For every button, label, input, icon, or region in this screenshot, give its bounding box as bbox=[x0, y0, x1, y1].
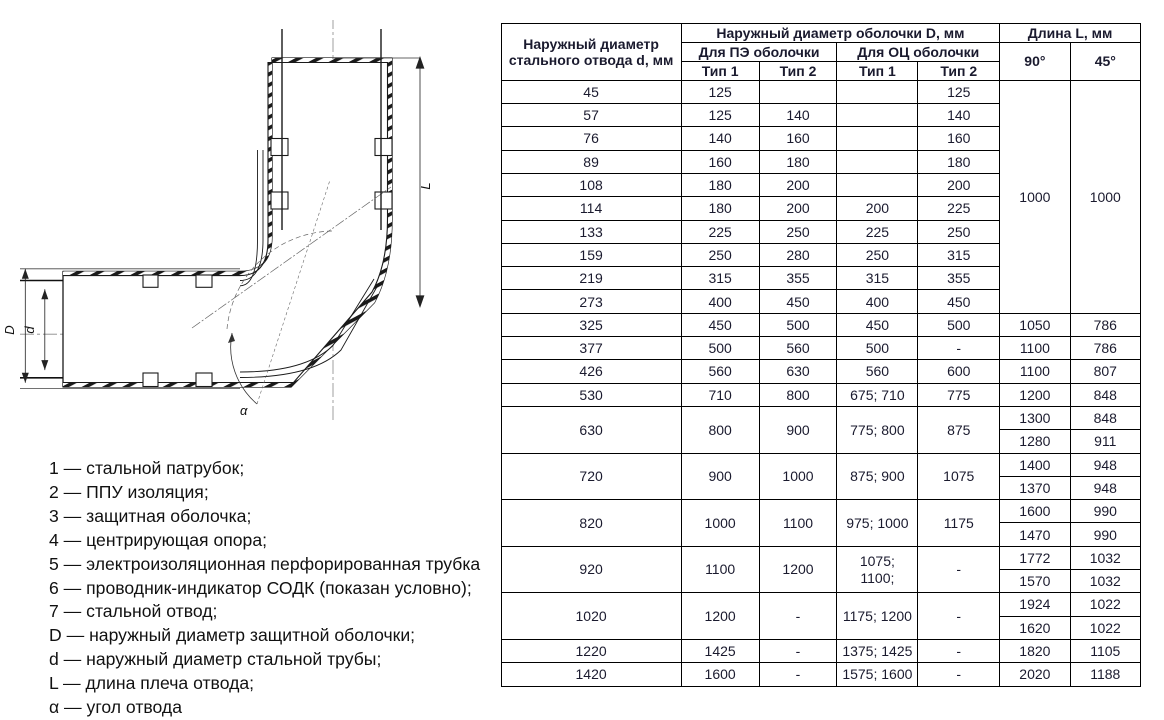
svg-text:L: L bbox=[418, 182, 433, 189]
svg-text:d: d bbox=[22, 326, 37, 334]
svg-text:α: α bbox=[240, 403, 248, 418]
svg-text:D: D bbox=[2, 325, 17, 334]
